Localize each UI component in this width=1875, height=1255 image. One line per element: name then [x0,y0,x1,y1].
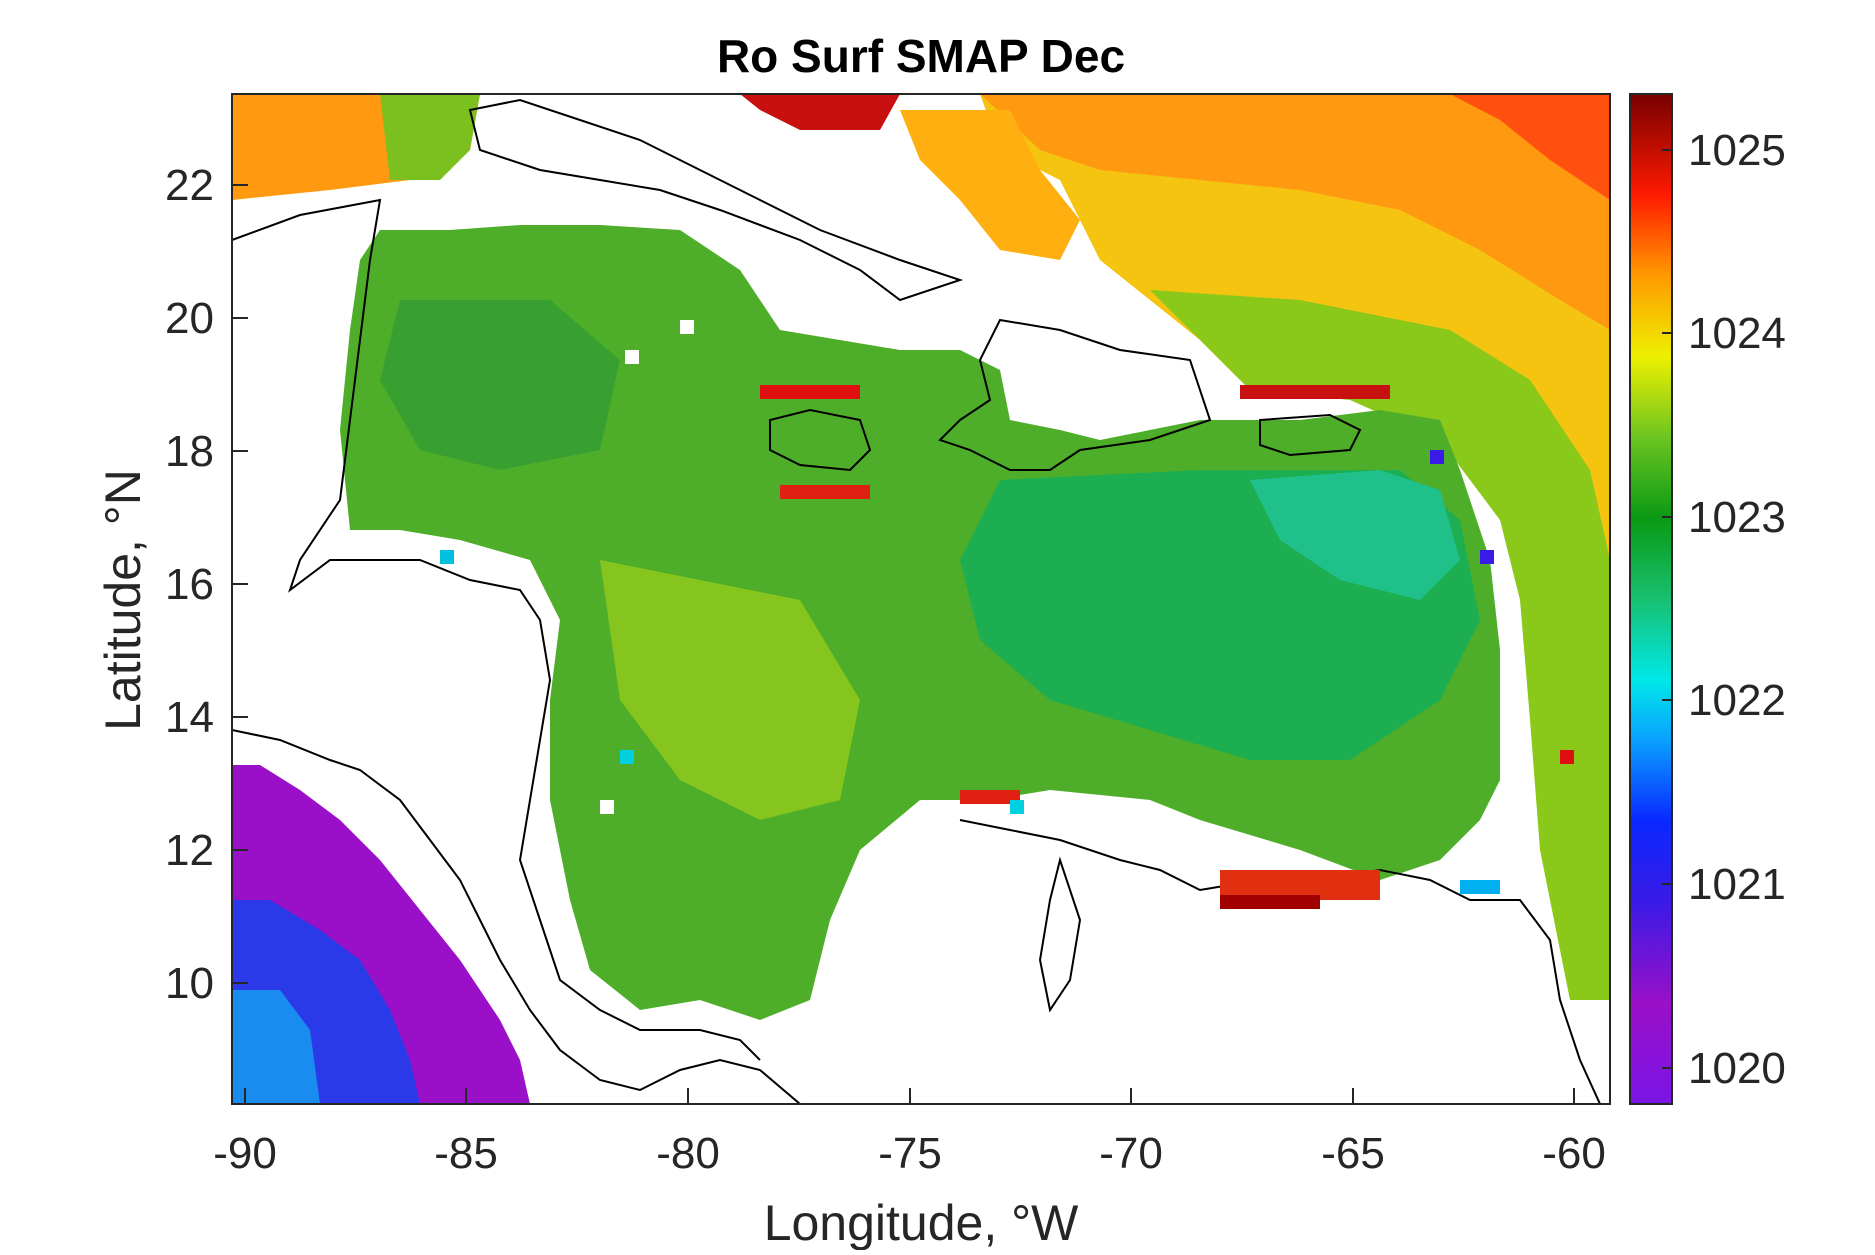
pacific-cyan [232,990,320,1104]
atlantic-green [1150,290,1610,1000]
caribbean-field [340,225,1500,1020]
north-orange-patch [900,110,1080,260]
x-tick-label: -75 [878,1129,942,1178]
central-america-coast [232,729,801,1104]
x-tick-label: -65 [1321,1129,1385,1178]
x-tick-label: -60 [1542,1129,1606,1178]
y-tick-label: 22 [165,161,214,210]
caribbean-light [600,560,860,820]
colorbar-tick-marks [1662,149,1672,1069]
maracaibo-coast [1038,856,1082,1013]
gulf-green [380,94,480,180]
x-axis: -90 -85 -80 -75 -70 -65 -60 Longitude, °… [213,1088,1606,1251]
puerto-rico-coast [1259,413,1362,457]
colorbar-tick-label: 1023 [1688,493,1786,542]
colorbar-tick-label: 1025 [1688,126,1786,175]
x-axis-label: Longitude, °W [764,1195,1079,1250]
caribbean-cyan [1250,470,1460,600]
x-tick-label: -90 [213,1129,277,1178]
map-area [232,94,1610,1104]
y-axis: 10 12 14 16 18 20 22 Latitude, °N [95,161,248,1008]
x-tick-label: -80 [656,1129,720,1178]
atlantic-field [980,94,1610,800]
hispaniola-coast [938,318,1212,471]
coastal-pixels [440,320,1574,909]
yucatan-coast [232,198,761,1061]
chart-title: Ro Surf SMAP Dec [717,30,1125,82]
atlantic-red [1450,94,1610,200]
jamaica-coast [769,408,872,472]
y-tick-label: 10 [165,959,214,1008]
colorbar-tick-label: 1021 [1688,860,1786,909]
y-tick-label: 16 [165,560,214,609]
y-tick-label: 12 [165,826,214,875]
y-tick-label: 20 [165,294,214,343]
caribbean-dark [380,300,620,470]
colorbar-tick-label: 1020 [1688,1044,1786,1093]
y-tick-marks [232,184,248,984]
north-red-patch [740,94,900,130]
y-tick-label: 18 [165,427,214,476]
colorbar-tick-label: 1024 [1688,309,1786,358]
colorbar-gradient [1629,93,1673,1105]
colorbar-tick-label: 1022 [1688,676,1786,725]
x-tick-label: -70 [1099,1129,1163,1178]
colorbar: 1020 1021 1022 1023 1024 1025 [1629,93,1786,1105]
atlantic-orange [980,94,1610,330]
y-tick-label: 14 [165,693,214,742]
cuba-coast [468,98,964,302]
y-axis-label: Latitude, °N [95,469,151,731]
x-tick-marks [244,1088,1575,1104]
x-tick-label: -85 [434,1129,498,1178]
plot-frame [231,93,1611,1105]
